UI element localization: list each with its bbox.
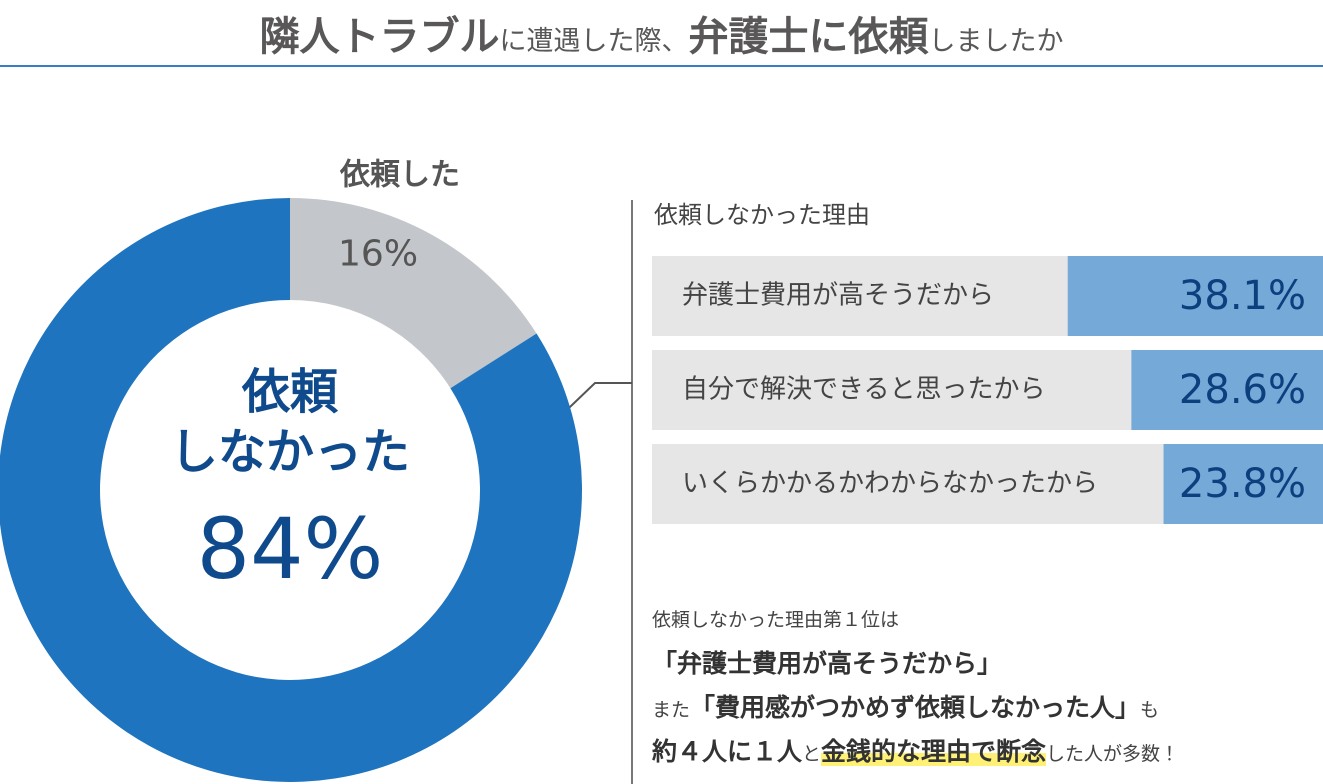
value-label: 28.6% <box>1179 367 1306 413</box>
note-part: した人が多数！ <box>1046 743 1180 765</box>
bar <box>1163 444 1323 524</box>
value-label: 16% <box>338 233 418 274</box>
category-label: 依頼した <box>339 158 460 193</box>
bar <box>1131 350 1323 430</box>
note: 依頼しなかった理由第１位は <box>652 609 900 631</box>
donut-segment <box>290 198 537 389</box>
note: また「費用感がつかめず依頼しなかった人」も <box>652 686 1179 730</box>
note-part: 「費用感がつかめず依頼しなかった人」 <box>690 693 1141 722</box>
title-part: 弁護士に依頼 <box>688 14 929 60</box>
title-part: しましたか <box>928 26 1064 57</box>
title-rule <box>0 65 1323 67</box>
note-part: と <box>802 743 822 765</box>
title-part: に遭遇した際、 <box>499 26 689 57</box>
title: 隣人トラブルに遭遇した際、弁護士に依頼しましたか <box>0 4 1323 62</box>
note: 「弁護士費用が高そうだから」 <box>652 649 1003 678</box>
note: 約４人に１人と金銭的な理由で断念した人が多数！ <box>652 730 1179 774</box>
chart-title: 依頼しなかった理由 <box>654 201 870 229</box>
center-label: 依頼 しなかった <box>169 364 410 480</box>
donut-segment <box>0 198 582 782</box>
note-part: また <box>652 699 691 721</box>
title-part: 隣人トラブル <box>259 14 500 60</box>
note-part: も <box>1140 699 1160 721</box>
note-part: 約４人に１人 <box>652 737 803 766</box>
value-label: 23.8% <box>1179 461 1306 507</box>
center-value: 84% <box>196 500 384 598</box>
note-part: 金銭的な理由で断念 <box>821 737 1047 766</box>
bar <box>1067 256 1323 336</box>
notes: 依頼しなかった理由第１位は 「弁護士費用が高そうだから」 また「費用感がつかめず… <box>652 598 1179 774</box>
category-label: 弁護士費用が高そうだから <box>682 281 994 311</box>
category-label: 自分で解決できると思ったから <box>682 375 1045 405</box>
value-label: 38.1% <box>1179 273 1306 319</box>
category-label: いくらかかるかわからなかったから <box>682 469 1098 499</box>
